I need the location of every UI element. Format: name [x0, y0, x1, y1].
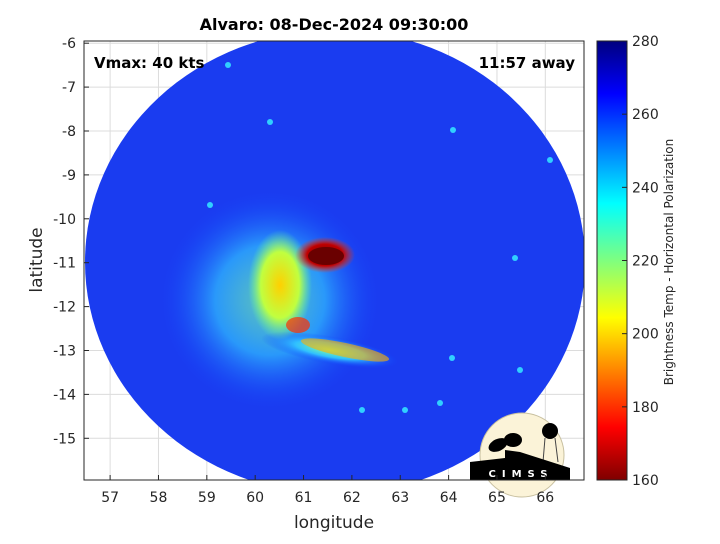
- colorbar-tick-label: 160: [632, 473, 659, 489]
- bright-speckle: [547, 157, 553, 163]
- brightness-image: [85, 41, 584, 480]
- y-tick-label: -15: [53, 431, 76, 447]
- y-tick-label: -14: [53, 387, 76, 403]
- y-axis-label: latitude: [27, 227, 47, 292]
- bright-speckle: [402, 407, 408, 413]
- time-away-label: 11:57 away: [479, 54, 576, 72]
- y-tick-label: -7: [62, 80, 76, 96]
- colorbar-tick-label: 180: [632, 400, 659, 416]
- y-tick-label: -8: [62, 124, 76, 140]
- x-tick-label: 64: [440, 490, 458, 506]
- colorbar-tick-label: 200: [632, 327, 659, 343]
- cold-core-center: [308, 247, 344, 265]
- y-tick-label: -13: [53, 343, 76, 359]
- bright-speckle: [359, 407, 365, 413]
- colorbar-tick-label: 240: [632, 180, 659, 196]
- vmax-label: Vmax: 40 kts: [94, 54, 204, 72]
- colorbar-tick-label: 280: [632, 34, 659, 50]
- bright-speckle: [450, 127, 456, 133]
- rainband-tail: [300, 338, 390, 362]
- x-tick-label: 59: [198, 490, 216, 506]
- bright-speckle: [517, 367, 523, 373]
- x-tick-label: 62: [343, 490, 361, 506]
- bright-speckle: [225, 62, 231, 68]
- x-tick-label: 63: [391, 490, 409, 506]
- y-tick-label: -6: [62, 36, 76, 52]
- logo-text: CIMSS: [489, 469, 554, 480]
- red-band: [286, 317, 310, 333]
- y-tick-label: -12: [53, 300, 76, 316]
- x-axis-label: longitude: [294, 513, 374, 533]
- bright-speckle: [449, 355, 455, 361]
- y-tick-label: -9: [62, 168, 76, 184]
- colorbar-label: Brightness Temp - Horizontal Polarizatio…: [662, 139, 676, 386]
- colorbar-tick-label: 220: [632, 254, 659, 270]
- bright-speckle: [207, 202, 213, 208]
- x-tick-label: 65: [488, 490, 506, 506]
- bright-speckle: [437, 400, 443, 406]
- x-tick-label: 57: [101, 490, 119, 506]
- bright-speckle: [267, 119, 273, 125]
- plot-border: [83, 40, 585, 481]
- colorbar-ticks: 160 180 200 220 240 260 280: [622, 34, 659, 489]
- chart-title: Alvaro: 08-Dec-2024 09:30:00: [200, 15, 469, 34]
- x-tick-label: 66: [536, 490, 554, 506]
- x-tick-label: 61: [295, 490, 313, 506]
- y-tick-label: -10: [53, 212, 76, 228]
- cimss-logo: CIMSS: [470, 412, 570, 498]
- x-tick-label: 60: [246, 490, 264, 506]
- axis-ticks: 57 58 59 60 61 62 63 64 65 66 -6 -7 -8 -9 -10 -11 -12 -13…: [53, 36, 554, 506]
- colorbar-tick-label: 260: [632, 107, 659, 123]
- bright-speckle: [512, 255, 518, 261]
- y-tick-label: -11: [53, 256, 76, 272]
- x-tick-label: 58: [150, 490, 168, 506]
